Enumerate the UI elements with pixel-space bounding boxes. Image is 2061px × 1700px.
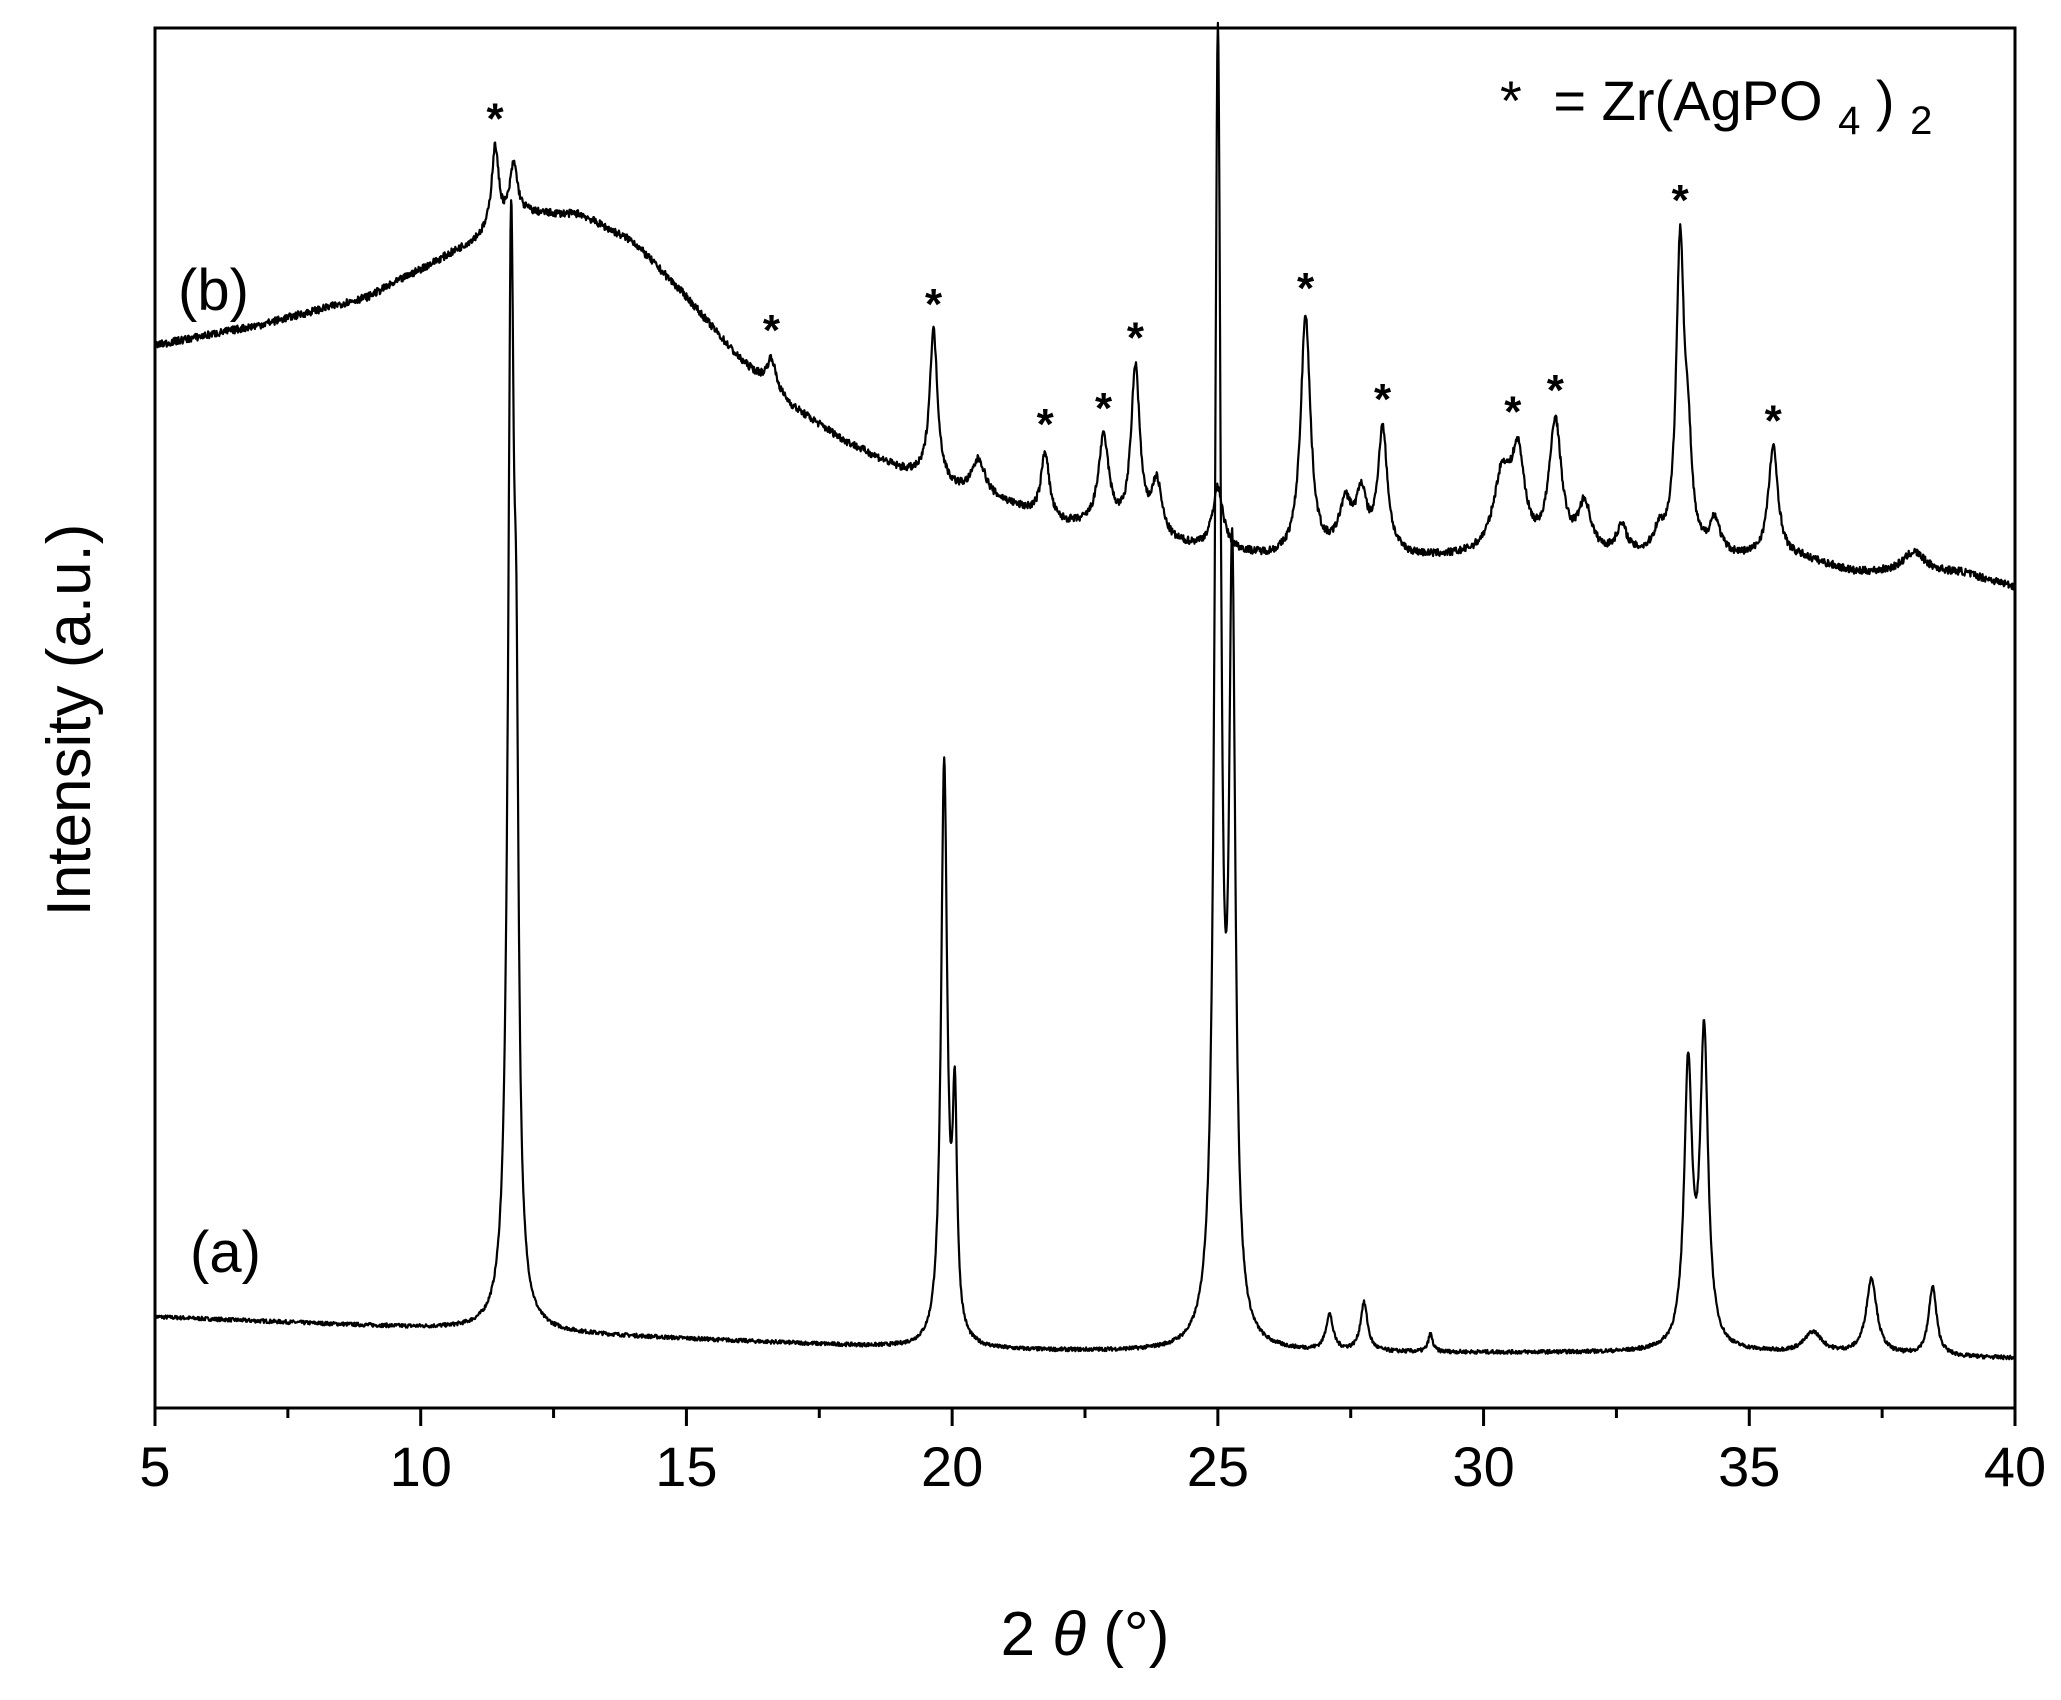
x-tick-label: 15 (655, 1435, 717, 1498)
peak-star: * (487, 94, 505, 143)
peak-star-annotations: * * * * * * * * * * * * (487, 94, 1783, 449)
legend-marker: * (1500, 69, 1522, 132)
peak-star: * (1504, 388, 1522, 437)
peak-star: * (1547, 366, 1565, 415)
x-tick-label: 5 (139, 1435, 170, 1498)
peak-star: * (1095, 384, 1113, 433)
x-tick-label: 40 (1984, 1435, 2046, 1498)
peak-star: * (1672, 176, 1690, 225)
series-trace-b (153, 141, 2017, 591)
peak-star: * (925, 280, 943, 329)
x-axis-title-prefix: 2 (1001, 1600, 1035, 1669)
peak-star: * (1127, 313, 1145, 362)
series-label-b: (b) (178, 258, 249, 323)
legend-text: = Zr(AgPO (1553, 69, 1822, 132)
legend-close: ) (1876, 69, 1895, 132)
x-tick-label: 10 (390, 1435, 452, 1498)
peak-star: * (1037, 400, 1055, 449)
x-tick-label: 35 (1718, 1435, 1780, 1498)
x-axis-ticks (153, 1408, 2017, 1426)
traces-layer (153, 21, 2017, 1361)
x-axis-title-suffix: (°) (1103, 1600, 1169, 1669)
series-label-a: (a) (190, 1220, 261, 1285)
x-tick-label: 20 (921, 1435, 983, 1498)
y-axis-title: Intensity (a.u.) (35, 524, 104, 917)
x-axis-title: 2 θ (°) (1001, 1600, 1170, 1669)
series-trace-a (153, 21, 2017, 1361)
legend-sub2: 2 (1910, 99, 1932, 143)
legend: * = Zr(AgPO 4 ) 2 (1500, 69, 1932, 146)
peak-star: * (1765, 396, 1783, 445)
x-tick-label: 30 (1452, 1435, 1514, 1498)
peak-star: * (1297, 264, 1315, 313)
peak-star: * (763, 306, 781, 355)
x-axis-title-symbol: θ (1052, 1600, 1086, 1669)
peak-star: * (1374, 375, 1392, 424)
legend-sub1: 4 (1838, 99, 1860, 143)
svg-text:* = Zr(AgPO 4: * = Zr(AgPO 4 ) 2 (1500, 69, 1932, 146)
x-tick-label: 25 (1187, 1435, 1249, 1498)
x-axis-tick-labels: 5 10 15 20 25 30 35 40 (139, 1435, 2046, 1498)
